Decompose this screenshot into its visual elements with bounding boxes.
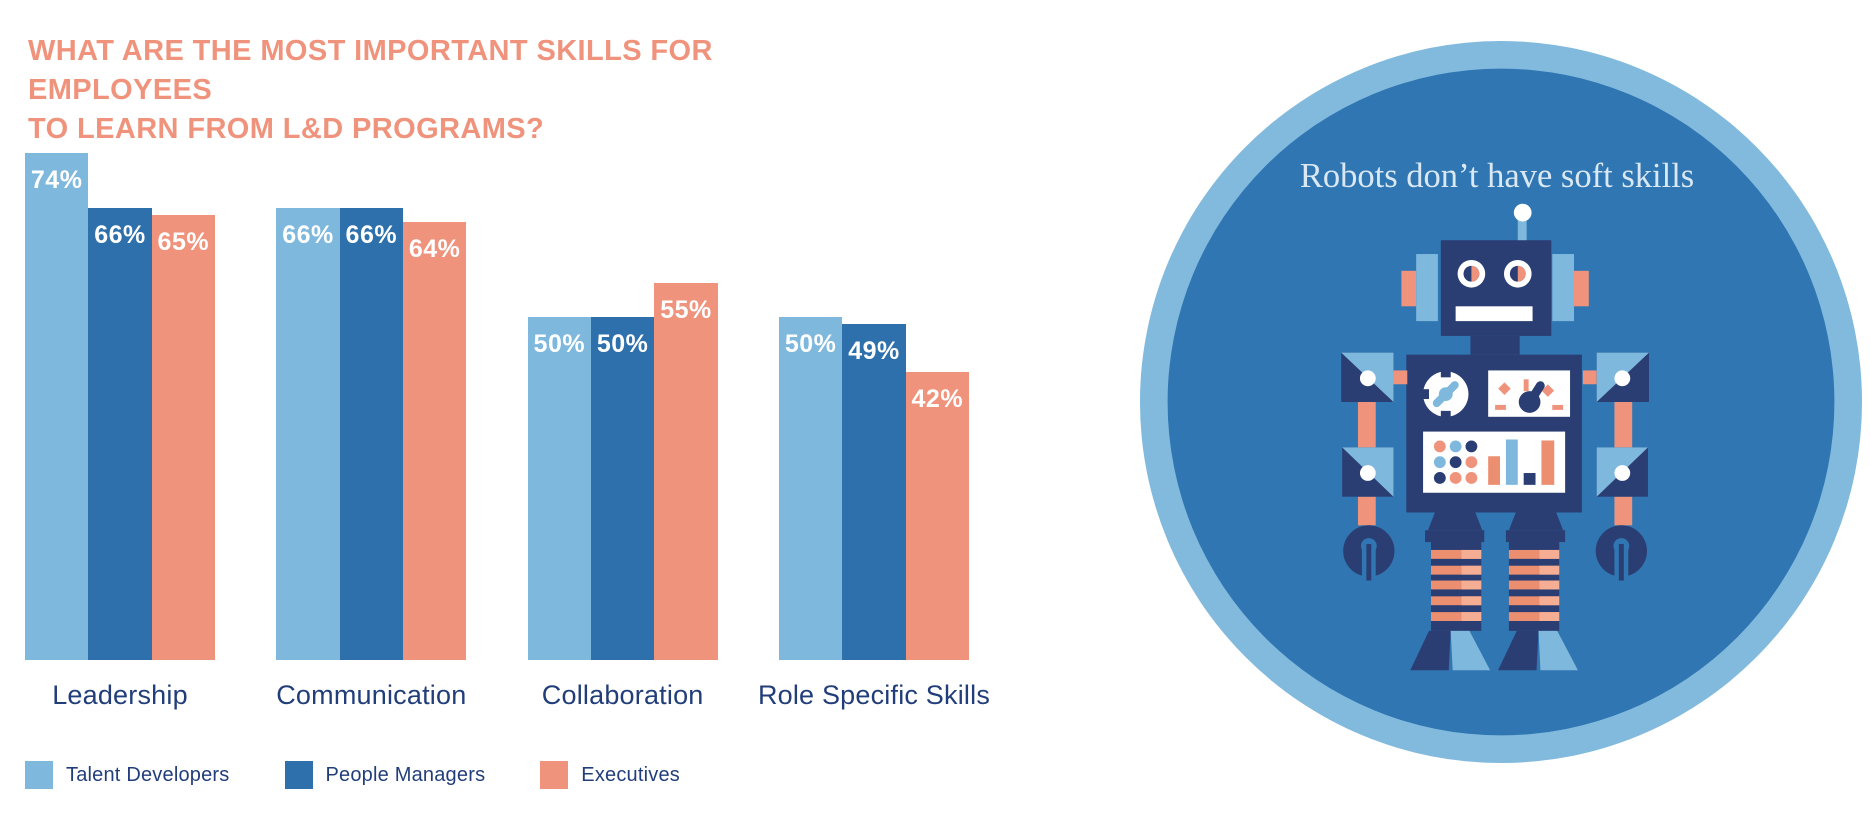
legend-label: Executives xyxy=(581,763,680,786)
chart-title-line1: WHAT ARE THE MOST IMPORTANT SKILLS FOR E… xyxy=(28,35,713,106)
robot-data-panel-icon xyxy=(1423,431,1566,493)
bar-value-label: 66% xyxy=(94,221,146,249)
robot-ears xyxy=(1401,254,1589,322)
legend-swatch-executives xyxy=(540,761,569,789)
legend-label: People Managers xyxy=(325,763,486,786)
bar-group-leadership: 74% 66% 65% Leadership xyxy=(25,153,215,714)
bar-cluster: 50% 49% 42% xyxy=(778,153,969,660)
bar-value-label: 64% xyxy=(408,235,461,263)
bar-cluster: 50% 50% 55% xyxy=(527,153,718,660)
legend-item-people-managers: People Managers xyxy=(284,761,486,789)
bar-people-managers: 49% xyxy=(842,324,906,660)
category-label: Collaboration xyxy=(541,680,704,710)
robot-meter-icon xyxy=(1488,370,1571,417)
category-label: Leadership xyxy=(52,680,188,710)
bar-value-label: 55% xyxy=(660,296,712,324)
robot-gauge-icon xyxy=(1421,369,1479,419)
bar-value-label: 66% xyxy=(282,221,334,249)
bar-chart-groups: 74% 66% 65% Leadership 66% 66% 64% Communicatio… xyxy=(25,153,990,714)
bar-value-label: 65% xyxy=(157,228,210,256)
robot-eye-left xyxy=(1457,259,1486,288)
bar-people-managers: 66% xyxy=(88,208,152,660)
bar-talent-developers: 66% xyxy=(276,208,340,660)
bar-executives: 65% xyxy=(151,215,215,660)
bar-talent-developers: 50% xyxy=(527,317,591,660)
chart-title: WHAT ARE THE MOST IMPORTANT SKILLS FOR E… xyxy=(28,32,828,149)
chart-legend: Talent Developers People Managers Executiv… xyxy=(25,761,680,789)
robot-illustration: Robots don’t have soft skills xyxy=(1138,39,1864,765)
robot-legs xyxy=(1425,512,1566,631)
bar-value-label: 74% xyxy=(30,166,83,194)
robot-feet xyxy=(1410,630,1578,671)
bar-group-role-specific-skills: 50% 49% 42% Role Specific Skills xyxy=(758,153,990,714)
robot-right-hand xyxy=(1595,525,1647,581)
bar-cluster: 66% 66% 64% xyxy=(276,153,467,660)
illustration-caption: Robots don’t have soft skills xyxy=(1300,157,1694,195)
robot-mouth xyxy=(1455,306,1533,322)
category-label: Communication xyxy=(276,680,467,710)
category-label: Role Specific Skills xyxy=(757,680,991,710)
robot-svg: Robots don’t have soft skills xyxy=(1139,40,1863,764)
robot-neck xyxy=(1470,335,1520,355)
robot-eye-right xyxy=(1503,259,1532,288)
bar-people-managers: 66% xyxy=(339,208,403,660)
robot-left-arm xyxy=(1341,352,1408,581)
robot-antenna xyxy=(1513,203,1532,245)
bar-people-managers: 50% xyxy=(590,317,655,660)
bar-cluster: 74% 66% 65% xyxy=(25,153,215,660)
robot-left-hand xyxy=(1343,525,1395,581)
robot-body xyxy=(1406,354,1582,513)
bar-talent-developers: 50% xyxy=(778,317,843,660)
bar-talent-developers: 74% xyxy=(25,153,89,660)
bar-executives: 64% xyxy=(402,222,467,660)
chart-title-line2: TO LEARN FROM L&D PROGRAMS? xyxy=(28,113,545,145)
bar-executives: 42% xyxy=(905,372,969,660)
legend-label: Talent Developers xyxy=(66,763,230,786)
bar-group-communication: 66% 66% 64% Communication xyxy=(276,153,467,714)
legend-item-talent-developers: Talent Developers xyxy=(25,761,230,789)
robot-head xyxy=(1440,240,1552,336)
bar-value-label: 66% xyxy=(345,221,398,249)
bar-group-collaboration: 50% 50% 55% Collaboration xyxy=(527,153,718,714)
legend-swatch-talent-developers xyxy=(25,761,53,789)
bar-value-label: 50% xyxy=(784,330,837,358)
bar-value-label: 50% xyxy=(596,330,649,358)
bar-chart: 74% 66% 65% Leadership 66% 66% 64% Communicatio… xyxy=(25,153,990,714)
bar-value-label: 49% xyxy=(848,337,900,365)
bar-value-label: 42% xyxy=(911,385,964,413)
legend-item-executives: Executives xyxy=(540,761,680,789)
bar-executives: 55% xyxy=(654,283,718,660)
robot-right-arm xyxy=(1582,352,1649,581)
bar-value-label: 50% xyxy=(533,330,586,358)
legend-swatch-people-managers xyxy=(284,761,313,789)
